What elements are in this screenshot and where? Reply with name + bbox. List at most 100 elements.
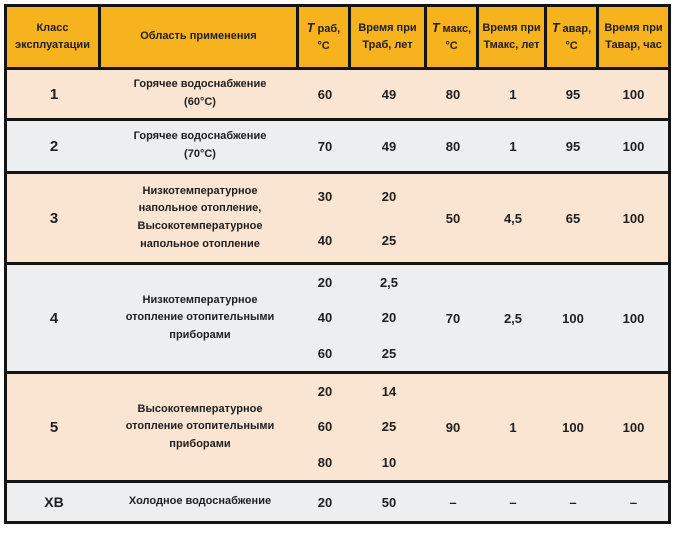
header-cell-time-max: Время при Тмакс, лет [479,7,547,67]
time-avar-cell: 100 [599,70,668,118]
header-line: °C [317,40,330,53]
time-avar-cell: 100 [599,121,668,171]
t-avar-cell: 100 [547,265,599,371]
header-cell-application: Область применения [101,7,299,67]
header-line: Тмакс, лет [483,39,540,51]
header-line: Область применения [140,30,257,43]
header-line: T раб, [306,20,341,35]
application-cell: Холодное водоснабжение [101,483,299,521]
value: 25 [381,232,397,248]
header-cell-class: Класс эксплуатации [7,7,101,67]
t-rab-cell: 20 40 60 [299,265,351,371]
table-row: 2 Горячее водоснабжение (70°C) 70 49 80 … [7,121,668,174]
time-avar-cell: 100 [599,265,668,371]
time-max-cell: – [479,483,547,521]
value: 49 [381,138,397,154]
time-max-cell: 1 [479,374,547,480]
t-max-cell: – [427,483,479,521]
value: 14 [381,384,397,400]
t-rab-cell: 70 [299,121,351,171]
table-row: 5 Высокотемпературное отопление отопител… [7,374,668,483]
table-row: ХВ Холодное водоснабжение 20 50 – – – – [7,483,668,521]
time-max-cell: 1 [479,121,547,171]
value: 10 [381,454,397,470]
application-cell: Горячее водоснабжение (70°C) [101,121,299,171]
header-line: °C [445,40,458,53]
table-row: 3 Низкотемпературное напольное отопление… [7,174,668,265]
time-avar-cell: – [599,483,668,521]
t-rab-cell: 20 60 80 [299,374,351,480]
time-max-cell: 4,5 [479,174,547,262]
application-cell: Низкотемпературное напольное отопление, … [101,174,299,262]
t-max-cell: 80 [427,70,479,118]
time-avar-cell: 100 [599,174,668,262]
header-line: Класс [36,21,69,34]
header-line: Время при [358,21,417,34]
value: 49 [381,86,397,102]
value: 50 [381,494,397,510]
value: 70 [317,138,333,154]
t-avar-cell: 100 [547,374,599,480]
value: 20 [317,384,333,400]
header-cell-time-avar: Время при Тавар, час [599,7,668,67]
t-avar-cell: – [547,483,599,521]
header-cell-time-rab: Время при Траб, лет [351,7,427,67]
value: 60 [317,419,333,435]
value: 30 [317,188,333,204]
value: 20 [317,275,333,291]
time-rab-cell: 20 25 [351,174,427,262]
header-line: Время при [482,21,541,34]
class-cell: ХВ [7,483,101,521]
time-avar-cell: 100 [599,374,668,480]
value: 25 [381,419,397,435]
application-cell: Низкотемпературное отопление отопительны… [101,265,299,371]
t-avar-cell: 95 [547,121,599,171]
class-cell: 4 [7,265,101,371]
value: 20 [381,188,397,204]
value: 40 [317,232,333,248]
time-rab-cell: 2,5 20 25 [351,265,427,371]
value: 60 [317,86,333,102]
t-rab-cell: 60 [299,70,351,118]
t-max-cell: 70 [427,265,479,371]
time-max-cell: 2,5 [479,265,547,371]
value: 20 [381,310,397,326]
value: 60 [317,345,333,361]
t-max-cell: 50 [427,174,479,262]
t-avar-cell: 95 [547,70,599,118]
application-cell: Высокотемпературное отопление отопительн… [101,374,299,480]
table-header-row: Класс эксплуатации Область применения T … [7,7,668,70]
t-rab-cell: 20 [299,483,351,521]
header-cell-t-max: T макс, °C [427,7,479,67]
application-cell: Горячее водоснабжение (60°C) [101,70,299,118]
value: 25 [381,345,397,361]
operation-class-table: Класс эксплуатации Область применения T … [4,4,671,524]
value: 80 [317,454,333,470]
time-rab-cell: 14 25 10 [351,374,427,480]
header-line: °C [565,40,578,53]
value: 2,5 [379,275,399,291]
header-cell-t-avar: T авар, °C [547,7,599,67]
class-cell: 3 [7,174,101,262]
t-max-cell: 90 [427,374,479,480]
t-avar-cell: 65 [547,174,599,262]
header-line: эксплуатации [15,39,90,51]
time-rab-cell: 49 [351,70,427,118]
header-line: Тавар, час [605,39,662,51]
header-line: Траб, лет [362,39,413,51]
value: 20 [317,494,333,510]
header-line: T авар, [551,20,592,35]
class-cell: 2 [7,121,101,171]
time-rab-cell: 50 [351,483,427,521]
class-cell: 5 [7,374,101,480]
value: 40 [317,310,333,326]
time-rab-cell: 49 [351,121,427,171]
time-max-cell: 1 [479,70,547,118]
t-rab-cell: 30 40 [299,174,351,262]
t-max-cell: 80 [427,121,479,171]
table-row: 4 Низкотемпературное отопление отопитель… [7,265,668,374]
table-row: 1 Горячее водоснабжение (60°C) 60 49 80 … [7,70,668,121]
header-cell-t-rab: T раб, °C [299,7,351,67]
header-line: Время при [604,21,663,34]
class-cell: 1 [7,70,101,118]
